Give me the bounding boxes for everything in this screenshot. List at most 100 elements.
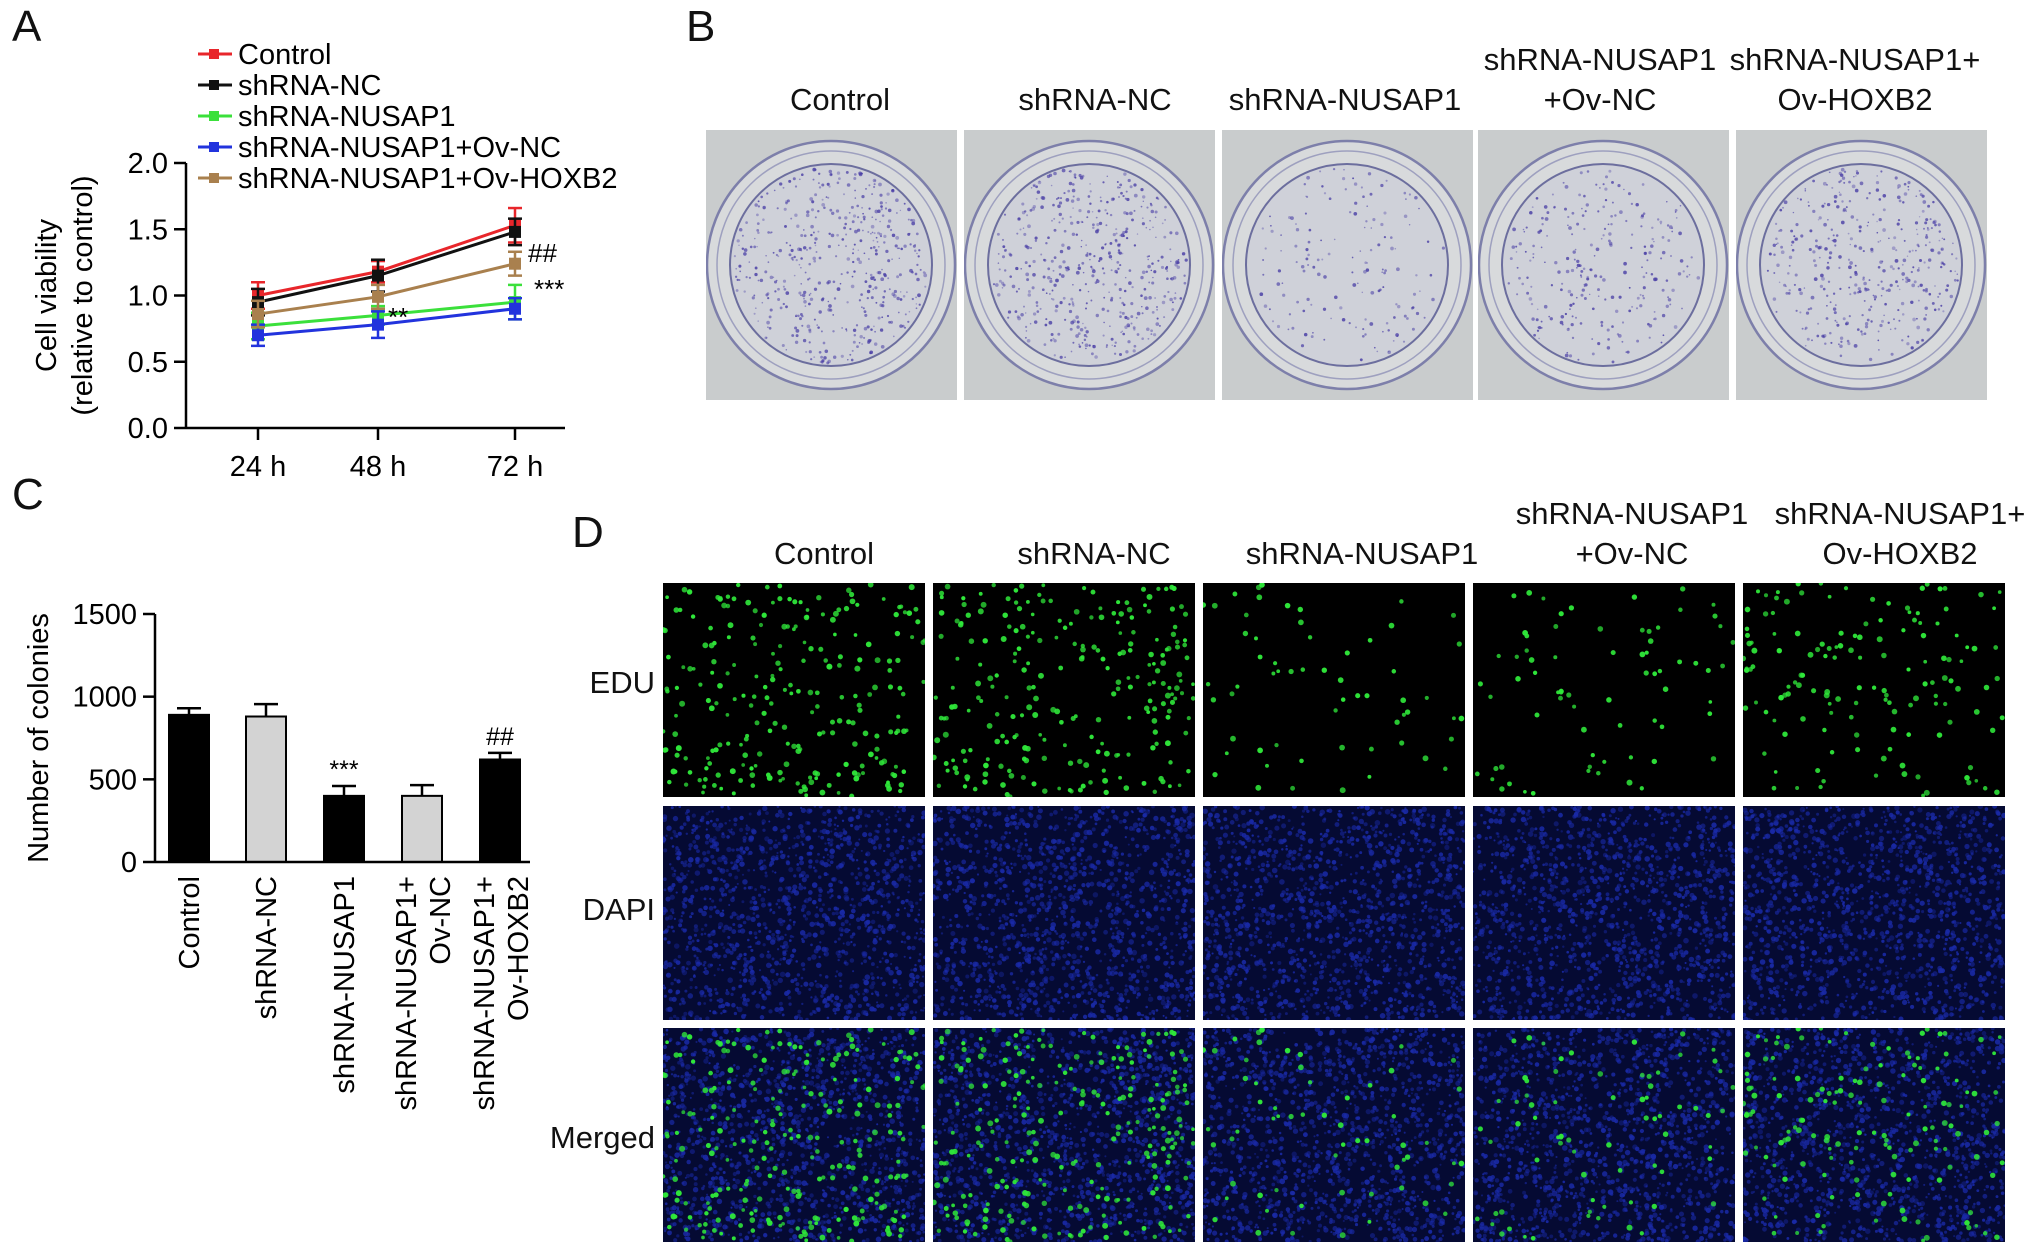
- dapi-nucleus: [699, 1017, 703, 1020]
- edu-positive-cell: [959, 620, 964, 626]
- dapi-nucleus: [1140, 1017, 1143, 1020]
- dapi-nucleus: [1017, 854, 1020, 857]
- colony-dot: [1300, 265, 1305, 269]
- colony-dot: [1945, 288, 1949, 292]
- dapi-nucleus: [710, 854, 715, 859]
- colony-dot: [871, 216, 874, 219]
- colony-dot: [1098, 260, 1101, 263]
- edu-positive-cell: [1973, 709, 1980, 715]
- edu-positive-cell: [708, 642, 715, 649]
- colony-dot: [818, 186, 822, 189]
- dapi-nucleus: [1099, 868, 1102, 872]
- colony-dot: [846, 271, 849, 274]
- x-tick-label: shRNA-NUSAP1: [329, 876, 361, 1094]
- dapi-nucleus: [789, 918, 792, 922]
- dapi-nucleus: [750, 969, 754, 973]
- colony-dot: [1875, 180, 1880, 185]
- colony-dot: [858, 341, 861, 344]
- colony-dot: [745, 221, 748, 224]
- colony-dot: [1874, 298, 1876, 301]
- edu-positive-cell: [814, 776, 819, 781]
- edu-positive-cell: [726, 635, 731, 640]
- colony-dot: [1854, 283, 1858, 287]
- edu-positive-cell: [1000, 733, 1005, 739]
- edu-positive-cell: [764, 584, 770, 590]
- colony-dot: [1305, 257, 1309, 261]
- dapi-nucleus: [667, 925, 671, 929]
- colony-dot: [1868, 279, 1871, 282]
- colony-dot: [845, 233, 848, 236]
- edu-positive-cell: [1038, 733, 1042, 737]
- dapi-nucleus: [949, 924, 953, 928]
- dapi-nucleus: [703, 969, 710, 976]
- colony-dot: [1106, 212, 1109, 215]
- edu-positive-cell: [725, 713, 730, 717]
- colony-dot: [1066, 246, 1071, 250]
- colony-dot: [998, 268, 1001, 271]
- colony-dot: [734, 275, 738, 278]
- colony-dot: [1053, 228, 1057, 232]
- colony-dot: [1601, 324, 1603, 326]
- dapi-nucleus: [950, 930, 956, 937]
- dapi-nucleus: [738, 953, 743, 958]
- colony-dot: [1910, 270, 1913, 274]
- colony-dot: [1114, 341, 1117, 344]
- dapi-nucleus: [887, 900, 891, 904]
- dapi-nucleus: [1188, 873, 1193, 877]
- colony-dot: [1785, 291, 1789, 295]
- significance-label: **: [388, 302, 408, 332]
- dapi-nucleus: [1132, 822, 1139, 828]
- dapi-nucleus: [827, 907, 832, 912]
- dapi-nucleus: [1036, 912, 1039, 915]
- colony-dot: [1841, 176, 1846, 180]
- colony-dot: [1800, 234, 1804, 238]
- colony-dot: [1154, 216, 1157, 219]
- colony-dot: [903, 244, 907, 248]
- colony-dot: [1850, 215, 1855, 219]
- colony-dot: [1048, 320, 1053, 325]
- colony-dot: [1834, 319, 1837, 322]
- dapi-nucleus: [1085, 971, 1091, 976]
- edu-positive-cell: [1150, 745, 1156, 751]
- colony-dot: [917, 293, 921, 298]
- dapi-nucleus: [886, 858, 889, 861]
- edu-positive-cell: [1077, 758, 1083, 765]
- dapi-nucleus: [663, 929, 669, 934]
- dapi-nucleus: [975, 977, 981, 983]
- colony-dot: [1408, 223, 1411, 226]
- colony-dot: [1085, 307, 1087, 310]
- edu-positive-cell: [1124, 600, 1130, 606]
- edu-positive-cell: [1186, 768, 1191, 774]
- dapi-nucleus: [1032, 875, 1038, 881]
- dapi-nucleus: [1050, 890, 1053, 894]
- colony-dot: [908, 310, 911, 313]
- colony-dot: [1608, 169, 1612, 173]
- dapi-nucleus: [1165, 891, 1170, 896]
- dapi-nucleus: [1028, 982, 1033, 988]
- edu-positive-cell: [1147, 698, 1153, 704]
- colony-dot: [1104, 243, 1107, 246]
- colony-dot: [1068, 181, 1073, 186]
- colony-dot: [868, 284, 872, 289]
- colony-dot: [1608, 239, 1611, 243]
- edu-positive-cell: [1151, 680, 1156, 685]
- dapi-nucleus: [1088, 872, 1091, 875]
- colony-dot: [915, 307, 918, 310]
- colony-dot: [1640, 225, 1643, 228]
- colony-dot: [845, 328, 848, 331]
- edu-positive-cell: [1115, 686, 1121, 692]
- row-label-merged: Merged: [549, 1120, 655, 1155]
- colony-dot: [1868, 308, 1872, 312]
- colony-dot: [1808, 247, 1812, 252]
- dapi-nucleus: [1192, 966, 1195, 972]
- colony-dot: [1412, 292, 1417, 296]
- dapi-nucleus: [865, 874, 871, 880]
- colony-dot: [917, 255, 920, 258]
- dapi-nucleus: [849, 1017, 854, 1020]
- colony-dot: [877, 231, 880, 235]
- colony-dot: [1582, 267, 1586, 270]
- dapi-nucleus: [1101, 882, 1107, 888]
- colony-dot: [1091, 210, 1094, 213]
- dapi-nucleus: [772, 826, 778, 832]
- edu-positive-cell: [1994, 789, 2000, 795]
